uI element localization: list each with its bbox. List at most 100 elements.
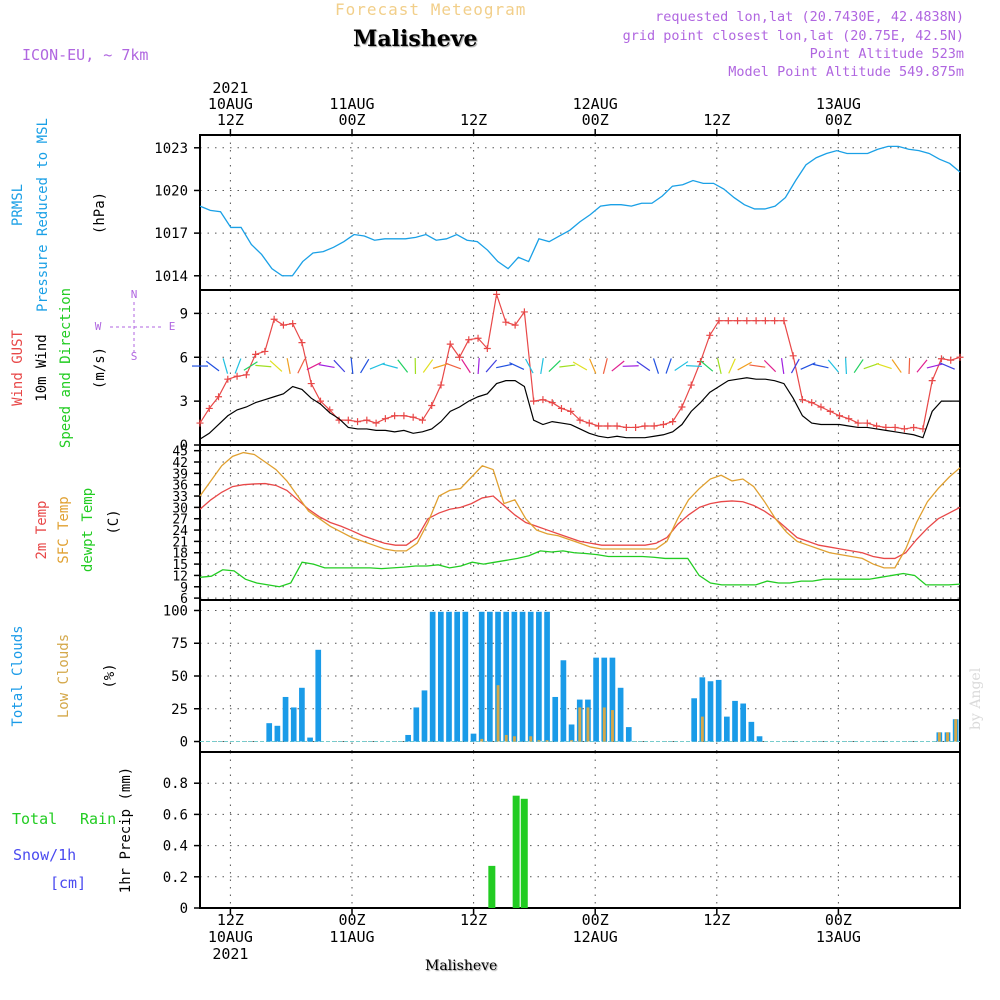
requested-location: requested lon,lat (20.7430E, 42.4838N) xyxy=(655,9,964,25)
gust-marker xyxy=(632,423,640,431)
panel-label: Low Clouds xyxy=(56,634,72,718)
bottom-time-label: 11AUG xyxy=(329,928,374,946)
gust-marker xyxy=(261,347,269,355)
cloud-bar-low xyxy=(570,740,574,742)
wind-direction-arrow xyxy=(306,361,322,371)
panel-label: dewpt Temp xyxy=(80,488,96,572)
wind-direction-arrow xyxy=(572,361,588,371)
gust-marker xyxy=(696,358,704,366)
wind-direction-arrow xyxy=(422,359,434,373)
cloud-bar-total xyxy=(593,657,599,742)
gust-marker xyxy=(409,413,417,421)
wind-direction-arrow xyxy=(525,358,534,374)
bottom-time-label: 00Z xyxy=(582,911,609,929)
wind-direction-arrow xyxy=(891,359,902,373)
wind-direction-arrow xyxy=(908,358,911,375)
gust-marker xyxy=(734,317,742,325)
gust-marker xyxy=(520,308,528,316)
cloud-bar-total xyxy=(715,679,722,742)
gust-marker xyxy=(539,396,547,404)
gust-marker xyxy=(956,353,964,361)
cloud-bar-total xyxy=(732,700,738,742)
gust-marker xyxy=(372,419,380,427)
gust-marker xyxy=(845,415,853,423)
gust-marker xyxy=(650,422,658,430)
gust-marker xyxy=(817,403,825,411)
cloud-bar-total xyxy=(609,657,616,742)
gust-marker xyxy=(456,353,464,361)
gust-marker xyxy=(465,336,473,344)
gust-marker xyxy=(604,422,612,430)
wind-direction-arrow xyxy=(318,364,335,369)
cloud-bar-total xyxy=(413,707,420,742)
cloud-bar-total xyxy=(511,611,518,742)
cloud-bar-total xyxy=(699,677,706,742)
wind-direction-arrow xyxy=(844,358,848,375)
wind-direction-arrow xyxy=(636,360,651,372)
cloud-bar-total xyxy=(724,716,730,742)
wind-direction-arrow xyxy=(234,358,242,374)
y-tick-label: 0 xyxy=(180,901,188,917)
gust-marker xyxy=(937,355,945,363)
gust-marker xyxy=(928,377,936,385)
precip-snow-label: Snow/1h xyxy=(13,846,76,864)
gust-marker xyxy=(474,334,482,342)
wind-direction-arrow xyxy=(382,363,398,369)
y-tick-label: 18 xyxy=(172,547,188,562)
cloud-bar-total xyxy=(617,687,624,742)
cloud-bar-low xyxy=(578,707,582,742)
wind-direction-arrow xyxy=(876,362,892,370)
y-tick-label: 0 xyxy=(180,735,188,751)
panel-label: Total Clouds xyxy=(10,625,26,726)
cloud-bar-total xyxy=(625,727,632,742)
model-label: ICON-EU, ~ 7km xyxy=(22,46,149,64)
wind-direction-arrow xyxy=(286,358,291,375)
wind-direction-arrow xyxy=(716,358,722,374)
y-tick-label: 12 xyxy=(172,569,188,584)
wind-direction-arrow xyxy=(269,360,283,372)
top-time-label: 00Z xyxy=(825,111,852,129)
cloud-bar-total xyxy=(437,611,444,742)
grid-point: grid point closest lon,lat (20.75E, 42.5… xyxy=(622,28,964,44)
bottom-time-label: 13AUG xyxy=(816,928,861,946)
wind-direction-arrow xyxy=(728,358,736,374)
cloud-bar-low xyxy=(611,710,614,742)
gust-marker xyxy=(381,415,389,423)
wind-direction-arrow xyxy=(588,358,597,374)
gust-marker xyxy=(724,317,732,325)
wind-direction-arrow xyxy=(222,358,229,374)
cloud-bar-total xyxy=(454,611,461,742)
gust-marker xyxy=(511,321,519,329)
wind-direction-arrow xyxy=(461,359,471,374)
panel-frame-temperature xyxy=(199,444,961,601)
cloud-bar-total xyxy=(299,687,305,742)
y-tick-label: 24 xyxy=(172,524,188,539)
cloud-bar-total xyxy=(274,725,281,742)
gust-marker xyxy=(233,372,241,380)
gust-marker xyxy=(483,344,491,352)
cloud-bar-total xyxy=(421,690,428,742)
cloud-bar-low xyxy=(937,732,941,742)
cloud-bar-total xyxy=(740,703,747,742)
cloud-bar-total xyxy=(544,611,550,742)
wind-direction-arrow xyxy=(737,361,752,371)
top-time-label: 10AUG xyxy=(208,95,253,113)
gust-marker xyxy=(947,356,955,364)
gust-marker xyxy=(196,419,204,427)
y-tick-label: 0.4 xyxy=(163,839,188,855)
wind-direction-arrow xyxy=(674,361,689,372)
series-line-pressure xyxy=(199,145,961,277)
panel-frame-pressure xyxy=(199,134,961,291)
cloud-bar-total xyxy=(756,736,763,742)
gust-marker xyxy=(567,407,575,415)
gust-marker xyxy=(771,317,779,325)
cloud-bar-total xyxy=(462,611,469,742)
panel-label: SFC Temp xyxy=(56,496,72,563)
bottom-station-label: Malisheve xyxy=(425,958,498,974)
precip-bar-rain xyxy=(520,798,528,908)
wind-direction-arrow xyxy=(297,358,306,374)
gust-marker xyxy=(252,350,260,358)
panel-label: Pressure Reduced to MSL xyxy=(35,118,51,312)
bottom-time-label: 00Z xyxy=(825,911,852,929)
